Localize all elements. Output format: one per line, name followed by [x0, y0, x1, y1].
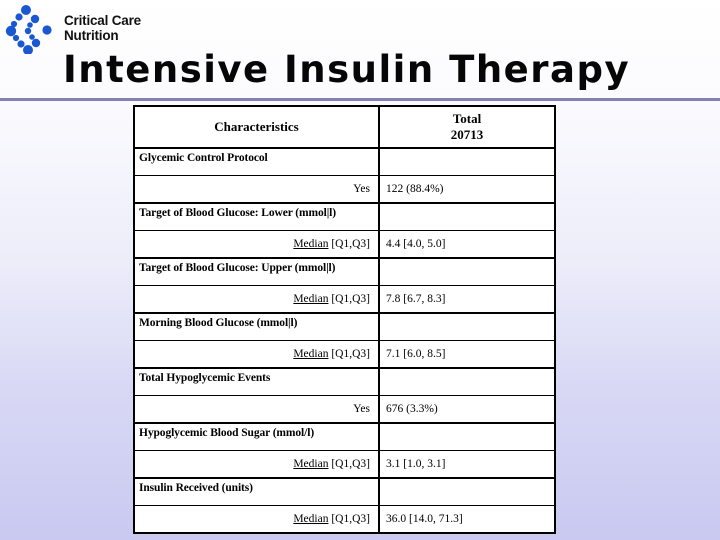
- logo-text: Critical Care Nutrition: [64, 13, 141, 44]
- underlined-label-part: Median: [293, 293, 329, 305]
- table-header-row: Characteristics Total 20713: [134, 106, 555, 149]
- title-divider: [0, 98, 720, 101]
- header-characteristics-cell: Characteristics: [134, 106, 379, 149]
- header-total-label: Total: [452, 111, 482, 126]
- row-label-cell: Target of Blood Glucose: Lower (mmol|l): [134, 202, 379, 231]
- row-value-cell: [378, 257, 555, 286]
- header-total-count: 20713: [450, 127, 484, 142]
- critical-care-nutrition-logo: Critical Care Nutrition: [4, 4, 141, 54]
- section-row: Insulin Received (units): [134, 477, 555, 506]
- row-value-cell: 36.0 [14.0, 71.3]: [378, 505, 555, 533]
- data-row: Median [Q1,Q3] 3.1 [1.0, 3.1]: [134, 450, 555, 478]
- row-value-cell: [378, 147, 555, 176]
- row-value-cell: 122 (88.4%): [378, 175, 555, 203]
- section-row: Glycemic Control Protocol: [134, 147, 555, 176]
- section-row: Hypoglycemic Blood Sugar (mmol/l): [134, 422, 555, 451]
- underlined-label-part: Median: [293, 348, 329, 360]
- row-label-cell: Hypoglycemic Blood Sugar (mmol/l): [134, 422, 379, 451]
- row-value-cell: 7.1 [6.0, 8.5]: [378, 340, 555, 368]
- header-total-cell: Total 20713: [378, 106, 555, 149]
- row-value-cell: 7.8 [6.7, 8.3]: [378, 285, 555, 313]
- row-label-cell: Median [Q1,Q3]: [134, 230, 379, 258]
- page-title: Intensive Insulin Therapy: [63, 48, 631, 91]
- row-value-cell: [378, 422, 555, 451]
- data-row: Median [Q1,Q3] 36.0 [14.0, 71.3]: [134, 505, 555, 533]
- data-row: Median [Q1,Q3] 7.8 [6.7, 8.3]: [134, 285, 555, 313]
- row-value-cell: [378, 202, 555, 231]
- data-row: Median [Q1,Q3] 4.4 [4.0, 5.0]: [134, 230, 555, 258]
- row-label-cell: Total Hypoglycemic Events: [134, 367, 379, 396]
- row-label-cell: Median [Q1,Q3]: [134, 340, 379, 368]
- row-label-cell: Glycemic Control Protocol: [134, 147, 379, 176]
- data-row: Yes 122 (88.4%): [134, 175, 555, 203]
- underlined-label-part: Median: [293, 513, 329, 525]
- row-label-cell: Median [Q1,Q3]: [134, 505, 379, 533]
- row-label-cell: Yes: [134, 175, 379, 203]
- section-row: Total Hypoglycemic Events: [134, 367, 555, 396]
- row-value-cell: 4.4 [4.0, 5.0]: [378, 230, 555, 258]
- table-body: Glycemic Control Protocol Yes 122 (88.4%) T…: [134, 147, 555, 533]
- row-label-cell: Insulin Received (units): [134, 477, 379, 506]
- logo-text-line2: Nutrition: [64, 28, 119, 43]
- data-row: Median [Q1,Q3] 7.1 [6.0, 8.5]: [134, 340, 555, 368]
- critical-care-nutrition-logo-icon: [5, 5, 52, 54]
- row-label-cell: Morning Blood Glucose (mmol|l): [134, 312, 379, 341]
- row-label-cell: Median [Q1,Q3]: [134, 285, 379, 313]
- row-value-cell: 3.1 [1.0, 3.1]: [378, 450, 555, 478]
- underlined-label-part: Median: [293, 458, 329, 470]
- section-row: Target of Blood Glucose: Lower (mmol|l): [134, 202, 555, 231]
- section-row: Target of Blood Glucose: Upper (mmol|l): [134, 257, 555, 286]
- row-label-cell: Yes: [134, 395, 379, 423]
- section-row: Morning Blood Glucose (mmol|l): [134, 312, 555, 341]
- underlined-label-part: Median: [293, 238, 329, 250]
- data-row: Yes 676 (3.3%): [134, 395, 555, 423]
- characteristics-table: Characteristics Total 20713 Glycemic Con…: [133, 105, 556, 534]
- row-label-cell: Median [Q1,Q3]: [134, 450, 379, 478]
- row-value-cell: [378, 477, 555, 506]
- row-value-cell: 676 (3.3%): [378, 395, 555, 423]
- row-label-cell: Target of Blood Glucose: Upper (mmol|l): [134, 257, 379, 286]
- row-value-cell: [378, 312, 555, 341]
- logo-text-line1: Critical Care: [64, 13, 141, 29]
- row-value-cell: [378, 367, 555, 396]
